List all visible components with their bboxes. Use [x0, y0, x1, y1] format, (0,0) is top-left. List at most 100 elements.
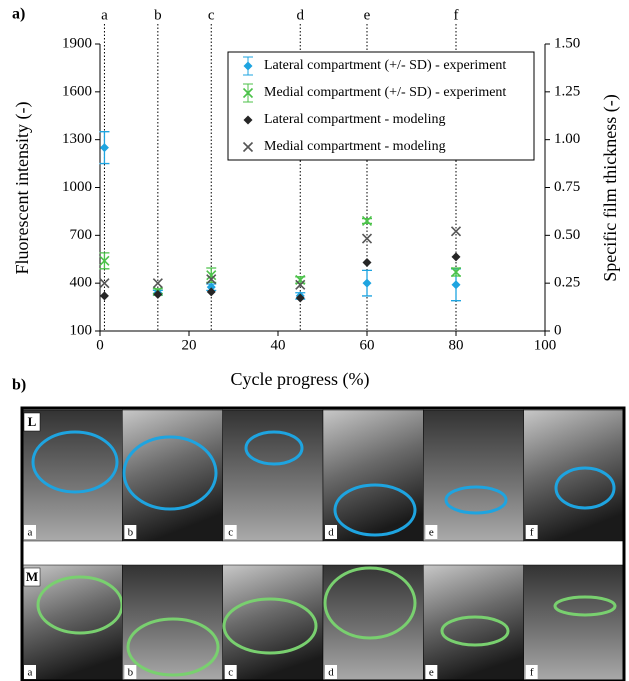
marker: [206, 287, 216, 297]
image: [523, 564, 625, 681]
y2-tick-label: 0.25: [554, 275, 580, 291]
x-axis-label: Cycle progress (%): [231, 369, 370, 390]
marker: [206, 282, 216, 292]
cell-label-box: [325, 525, 337, 539]
y2-tick-label: 0: [554, 322, 562, 338]
marker: [99, 255, 110, 266]
region-outline: [554, 466, 616, 510]
marker: [295, 293, 305, 303]
row-label-box: [23, 567, 41, 587]
marker: [153, 289, 163, 299]
cell-label: b: [128, 527, 134, 539]
cell-label: f: [530, 667, 534, 679]
legend-label: Lateral compartment - modeling: [264, 112, 446, 127]
y-tick-label: 100: [70, 322, 93, 338]
row-label: M: [26, 569, 38, 584]
region-outline: [323, 566, 417, 640]
x-tick-label: 40: [271, 337, 286, 353]
marker: [152, 278, 163, 289]
x-tick-label: 80: [449, 337, 464, 353]
cell-label: b: [128, 667, 134, 679]
y-tick-label: 400: [70, 275, 93, 291]
legend-marker: [242, 87, 254, 99]
legend-label: Medial compartment (+/- SD) - experiment: [264, 85, 506, 100]
legend-marker: [243, 61, 253, 71]
marker: [206, 270, 217, 281]
cell-label: d: [328, 667, 334, 679]
y-tick-label: 1600: [62, 83, 92, 99]
region-outline: [122, 435, 218, 511]
phase-label: c: [208, 7, 215, 23]
region-outline: [440, 615, 510, 647]
cell-label-box: [525, 665, 538, 679]
cell-label-box: [24, 525, 36, 539]
cell-label: c: [228, 667, 233, 679]
cell-label: c: [228, 527, 233, 539]
phase-label: e: [364, 7, 371, 23]
marker: [362, 278, 372, 288]
cell-label: d: [328, 527, 334, 539]
image: [322, 409, 424, 542]
x-tick-label: 0: [96, 337, 104, 353]
legend-marker: [242, 141, 254, 153]
region-outline: [126, 617, 220, 677]
marker: [295, 274, 306, 286]
region-outline: [333, 483, 417, 537]
marker: [206, 274, 217, 285]
legend-label: Medial compartment - modeling: [264, 139, 446, 154]
cell-label-box: [425, 525, 438, 539]
region-outline: [222, 597, 318, 655]
phase-label: a: [101, 7, 108, 23]
cell-label-box: [224, 665, 237, 679]
marker: [99, 278, 110, 289]
image: [122, 564, 223, 681]
image: [222, 564, 324, 681]
x-tick-label: 60: [360, 337, 375, 353]
cell-label-box: [525, 525, 538, 539]
cell-label-box: [124, 525, 137, 539]
image: [423, 409, 524, 542]
panel-label: b): [12, 377, 26, 394]
cell-label-box: [425, 665, 438, 679]
cell-label: f: [530, 527, 534, 539]
image: [122, 409, 223, 542]
image: [423, 564, 524, 681]
y2-tick-label: 1.25: [554, 83, 580, 99]
phase-label: f: [454, 7, 459, 23]
y2-tick-label: 1.00: [554, 131, 580, 147]
cell-label: e: [429, 667, 434, 679]
y2-tick-label: 1.50: [554, 35, 580, 51]
x-tick-label: 20: [182, 337, 197, 353]
x-tick-label: 100: [534, 337, 557, 353]
legend-label: Lateral compartment (+/- SD) - experimen…: [264, 58, 506, 73]
y-tick-label: 1900: [62, 35, 92, 51]
row-label: L: [28, 414, 37, 429]
y-tick-label: 700: [70, 227, 93, 243]
phase-label: b: [154, 7, 162, 23]
cell-label-box: [325, 665, 337, 679]
marker: [451, 252, 461, 262]
cell-label-box: [224, 525, 237, 539]
marker: [99, 291, 109, 301]
marker: [295, 279, 306, 290]
region-outline: [444, 485, 508, 515]
region-outline: [244, 430, 304, 466]
marker: [450, 226, 462, 237]
region-outline: [31, 430, 119, 494]
cell-label: e: [429, 527, 434, 539]
region-outline: [36, 575, 124, 635]
panel-label: a): [12, 6, 25, 23]
marker: [361, 215, 373, 227]
image: [222, 409, 324, 542]
cell-label: a: [28, 667, 33, 679]
y2-tick-label: 0.75: [554, 179, 580, 195]
y-tick-label: 1300: [62, 131, 92, 147]
panel-frame: [20, 406, 626, 681]
cell-label-box: [24, 665, 36, 679]
legend-marker: [243, 115, 253, 125]
y-axis-label: Fluorescent intensity (-): [12, 102, 33, 275]
row-label-box: [23, 412, 41, 432]
image-panels: a b c d e f La b c d e f M: [21, 409, 625, 681]
marker: [450, 266, 462, 278]
